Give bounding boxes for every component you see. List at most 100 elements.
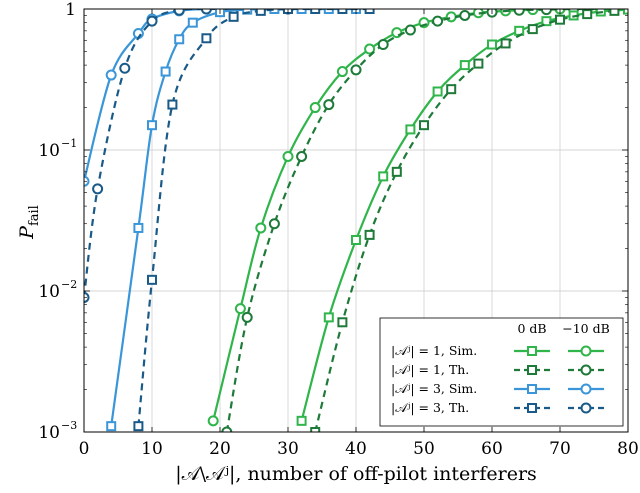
data-point: [513, 9, 525, 16]
data-point: [255, 9, 266, 16]
x-tick-label: 30: [277, 439, 299, 459]
data-point: [623, 9, 628, 15]
data-point: [160, 66, 171, 77]
legend-marker-sample: [580, 345, 592, 357]
data-point: [119, 62, 131, 74]
data-point: [364, 43, 376, 55]
legend-marker-sample: [580, 364, 592, 376]
data-point: [106, 421, 117, 432]
legend-header-0db: 0 dB: [517, 321, 546, 336]
legend-label-4: |𝒜ʲ| = 3, Th.: [391, 400, 469, 415]
legend-label-2: |𝒜ʲ| = 1, Th.: [391, 362, 469, 377]
x-tick-label: 20: [209, 439, 231, 459]
data-point: [255, 222, 267, 234]
data-point: [337, 9, 348, 14]
data-point: [500, 38, 511, 49]
legend-marker-sample: [527, 365, 537, 375]
data-point: [323, 312, 334, 323]
data-point: [445, 11, 457, 23]
data-point: [378, 171, 389, 182]
data-point: [459, 9, 471, 21]
series-line: [84, 9, 288, 298]
series-line: [137, 9, 370, 427]
data-point: [527, 24, 538, 35]
data-point: [351, 234, 361, 245]
data-point: [133, 421, 144, 432]
legend-header-minus10db: −10 dB: [562, 321, 610, 336]
data-point: [337, 317, 348, 328]
x-tick-label: 60: [481, 439, 503, 459]
data-point: [377, 39, 389, 51]
data-point: [391, 166, 402, 177]
series-7: [310, 9, 620, 432]
data-point: [432, 15, 444, 27]
data-point: [228, 11, 239, 22]
data-point: [146, 15, 158, 27]
x-tick-label: 50: [413, 439, 435, 459]
series-0: [84, 9, 294, 187]
x-tick-label: 10: [141, 439, 163, 459]
data-point: [609, 9, 620, 16]
y-tick-label: 1: [65, 0, 76, 20]
data-point: [173, 9, 185, 16]
data-point: [241, 311, 253, 323]
data-point: [310, 427, 321, 432]
data-point: [296, 9, 307, 14]
series-line: [84, 9, 288, 182]
legend-marker-sample: [580, 402, 592, 414]
legend-label-3: |𝒜ʲ| = 3, Sim.: [391, 381, 477, 396]
data-point: [92, 183, 104, 195]
series-1: [84, 9, 294, 303]
x-tick-label: 80: [617, 439, 639, 459]
data-point: [296, 150, 308, 162]
data-point: [310, 9, 321, 14]
y-tick-base: 1: [65, 0, 76, 20]
x-tick-label: 0: [79, 439, 90, 459]
data-point: [309, 102, 321, 114]
series-layer: [84, 9, 628, 432]
data-point: [487, 39, 497, 50]
axis-ticks: [83, 8, 629, 433]
data-point: [336, 66, 348, 78]
y-axis-label: Pfail: [16, 205, 42, 240]
data-point: [174, 34, 185, 45]
data-point: [221, 426, 233, 432]
x-tick-label: 40: [345, 439, 367, 459]
data-point: [350, 64, 362, 76]
data-point: [459, 60, 470, 71]
y-tick-base: 10: [38, 423, 60, 443]
legend-marker-sample: [527, 384, 537, 394]
y-tick-label: 10: [38, 423, 60, 443]
data-point: [167, 99, 178, 110]
data-point: [582, 9, 593, 20]
y-tick-exponent: −3: [61, 419, 77, 432]
y-tick-base: 10: [38, 141, 60, 161]
data-point: [296, 415, 307, 426]
legend-label-1: |𝒜ʲ| = 1, Sim.: [391, 343, 477, 358]
data-point: [187, 17, 198, 28]
data-point: [105, 69, 117, 81]
x-axis-label: |𝒜\𝒜ʲ|, number of off-pilot interferers: [175, 463, 537, 485]
legend-samples: [514, 345, 604, 414]
legend: 0 dB −10 dB |𝒜ʲ| = 1, Sim. |𝒜ʲ| = 1, Th.…: [379, 317, 624, 427]
data-point: [282, 150, 294, 162]
data-point: [268, 218, 280, 230]
data-point: [473, 58, 484, 69]
data-point: [147, 120, 157, 131]
data-point: [432, 86, 443, 97]
y-axis-label-main: P: [16, 225, 38, 240]
legend-marker-sample: [527, 403, 537, 413]
data-point: [323, 9, 334, 14]
y-tick-exponent: −2: [61, 278, 77, 291]
y-tick-label: 10: [38, 141, 60, 161]
data-point: [201, 33, 212, 44]
legend-marker-sample: [580, 383, 592, 395]
y-tick-label: 10: [38, 282, 60, 302]
data-point: [207, 415, 219, 427]
data-point: [200, 9, 212, 15]
legend-marker-sample: [527, 346, 537, 356]
data-point: [419, 120, 429, 131]
y-axis-label-sub: fail: [27, 205, 42, 226]
